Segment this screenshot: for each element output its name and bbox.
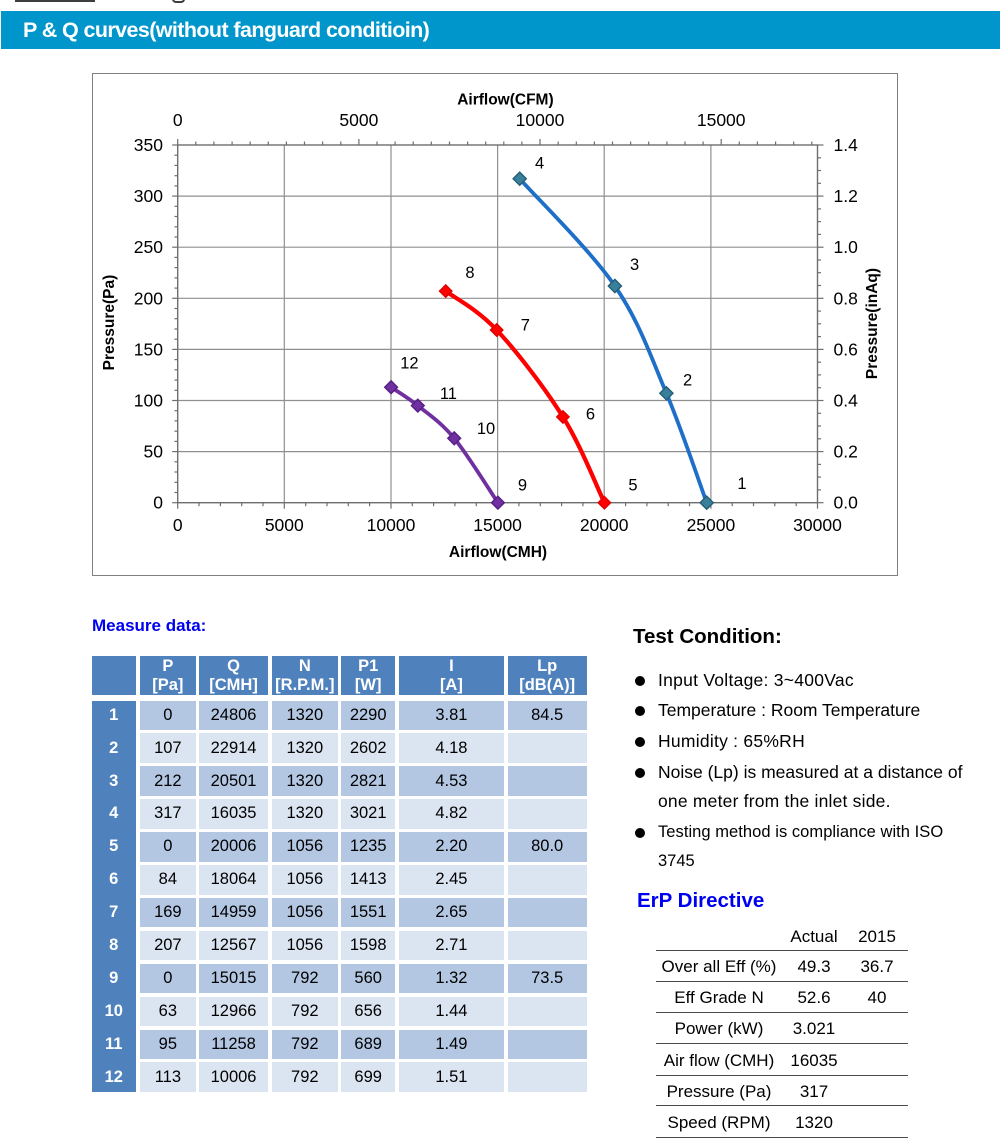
svg-text:Airflow(CMH): Airflow(CMH) — [449, 544, 547, 561]
svg-text:1.4: 1.4 — [834, 135, 859, 155]
svg-text:11: 11 — [440, 385, 457, 403]
svg-text:Airflow(CFM): Airflow(CFM) — [457, 92, 553, 109]
svg-text:20000: 20000 — [580, 515, 629, 535]
svg-text:9: 9 — [518, 476, 527, 494]
svg-text:10000: 10000 — [516, 110, 565, 130]
svg-text:100: 100 — [134, 391, 163, 411]
svg-text:10: 10 — [477, 420, 495, 438]
svg-text:0: 0 — [153, 493, 163, 513]
svg-text:30000: 30000 — [793, 515, 842, 535]
svg-text:1.0: 1.0 — [834, 237, 859, 257]
svg-text:3: 3 — [630, 256, 639, 274]
svg-text:350: 350 — [134, 135, 163, 155]
svg-text:0.8: 0.8 — [834, 288, 858, 308]
svg-text:8: 8 — [465, 264, 474, 282]
svg-text:15000: 15000 — [697, 110, 746, 130]
svg-text:1.2: 1.2 — [834, 186, 858, 206]
svg-text:5000: 5000 — [339, 110, 378, 130]
svg-text:1: 1 — [737, 475, 746, 493]
svg-text:250: 250 — [134, 237, 163, 257]
svg-text:50: 50 — [144, 442, 164, 462]
svg-text:7: 7 — [521, 317, 530, 335]
svg-text:0: 0 — [173, 515, 183, 535]
svg-text:150: 150 — [134, 339, 163, 359]
svg-text:0.4: 0.4 — [834, 391, 859, 411]
svg-text:0.6: 0.6 — [834, 339, 858, 359]
svg-text:10000: 10000 — [367, 515, 416, 535]
svg-text:6: 6 — [586, 406, 595, 424]
svg-text:5000: 5000 — [265, 515, 304, 535]
svg-text:15000: 15000 — [473, 515, 522, 535]
svg-text:2: 2 — [683, 371, 692, 389]
svg-text:5: 5 — [628, 476, 637, 494]
svg-text:300: 300 — [134, 186, 163, 206]
svg-text:Pressure(Pa): Pressure(Pa) — [101, 275, 118, 371]
svg-text:200: 200 — [134, 288, 163, 308]
svg-text:0: 0 — [173, 110, 183, 130]
svg-text:Pressure(inAq): Pressure(inAq) — [864, 268, 881, 379]
svg-text:25000: 25000 — [687, 515, 736, 535]
svg-text:0.0: 0.0 — [834, 493, 859, 513]
svg-text:0.2: 0.2 — [834, 442, 858, 462]
svg-text:4: 4 — [535, 155, 544, 173]
svg-text:12: 12 — [400, 355, 418, 373]
